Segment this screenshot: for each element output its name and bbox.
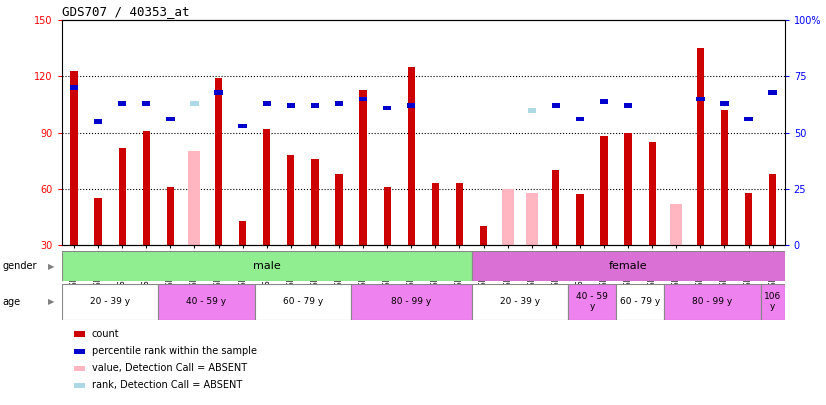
- Bar: [335, 174, 343, 245]
- Text: ▶: ▶: [48, 262, 55, 271]
- Bar: [769, 174, 776, 245]
- Text: female: female: [609, 261, 648, 271]
- Bar: [159, 284, 254, 320]
- Bar: [188, 151, 201, 245]
- Bar: [552, 103, 560, 108]
- Text: 40 - 59
y: 40 - 59 y: [576, 292, 608, 311]
- Bar: [94, 119, 102, 124]
- Bar: [166, 117, 174, 121]
- Bar: [745, 193, 752, 245]
- Bar: [720, 101, 729, 106]
- Bar: [94, 198, 102, 245]
- Bar: [472, 284, 567, 320]
- Text: 40 - 59 y: 40 - 59 y: [187, 297, 226, 306]
- Bar: [311, 159, 319, 245]
- Bar: [768, 90, 777, 94]
- Text: male: male: [253, 261, 281, 271]
- Bar: [721, 110, 728, 245]
- Bar: [239, 124, 247, 128]
- Bar: [456, 183, 463, 245]
- Text: 60 - 79 y: 60 - 79 y: [620, 297, 660, 306]
- Bar: [616, 284, 664, 320]
- Bar: [118, 101, 126, 106]
- Text: 60 - 79 y: 60 - 79 y: [282, 297, 323, 306]
- Bar: [472, 251, 785, 281]
- Bar: [624, 133, 632, 245]
- Bar: [761, 284, 785, 320]
- Bar: [600, 99, 608, 104]
- Bar: [62, 251, 472, 281]
- Bar: [351, 284, 472, 320]
- Text: ▶: ▶: [48, 297, 55, 306]
- Bar: [696, 96, 705, 101]
- Bar: [383, 187, 391, 245]
- Bar: [167, 187, 174, 245]
- Bar: [263, 129, 270, 245]
- Bar: [501, 189, 514, 245]
- Text: count: count: [92, 329, 119, 339]
- Text: 80 - 99 y: 80 - 99 y: [692, 297, 733, 306]
- Bar: [62, 284, 159, 320]
- Bar: [408, 67, 415, 245]
- Bar: [190, 101, 199, 106]
- Text: 80 - 99 y: 80 - 99 y: [392, 297, 431, 306]
- Bar: [567, 284, 616, 320]
- Text: 20 - 39 y: 20 - 39 y: [500, 297, 539, 306]
- Text: age: age: [2, 297, 21, 307]
- Bar: [577, 194, 583, 245]
- Text: gender: gender: [2, 261, 37, 271]
- Bar: [432, 183, 439, 245]
- Bar: [601, 136, 608, 245]
- Bar: [70, 71, 78, 245]
- Bar: [648, 142, 656, 245]
- Text: rank, Detection Call = ABSENT: rank, Detection Call = ABSENT: [92, 380, 242, 390]
- Bar: [143, 131, 150, 245]
- Bar: [525, 193, 538, 245]
- Bar: [407, 103, 415, 108]
- Bar: [263, 101, 271, 106]
- Bar: [287, 103, 295, 108]
- Bar: [576, 117, 584, 121]
- Bar: [670, 204, 682, 245]
- Text: GDS707 / 40353_at: GDS707 / 40353_at: [62, 5, 189, 18]
- Bar: [119, 148, 126, 245]
- Bar: [664, 284, 761, 320]
- Bar: [142, 101, 150, 106]
- Bar: [239, 221, 246, 245]
- Bar: [480, 226, 487, 245]
- Bar: [744, 117, 752, 121]
- Bar: [553, 170, 559, 245]
- Bar: [383, 106, 392, 110]
- Bar: [69, 85, 78, 90]
- Bar: [358, 96, 368, 101]
- Text: value, Detection Call = ABSENT: value, Detection Call = ABSENT: [92, 363, 247, 373]
- Bar: [254, 284, 351, 320]
- Bar: [215, 78, 222, 245]
- Bar: [528, 108, 536, 113]
- Bar: [311, 103, 319, 108]
- Text: 20 - 39 y: 20 - 39 y: [90, 297, 131, 306]
- Text: percentile rank within the sample: percentile rank within the sample: [92, 346, 257, 356]
- Bar: [697, 48, 704, 245]
- Bar: [624, 103, 633, 108]
- Bar: [359, 90, 367, 245]
- Bar: [214, 90, 223, 94]
- Bar: [287, 155, 294, 245]
- Bar: [335, 101, 344, 106]
- Text: 106
y: 106 y: [764, 292, 781, 311]
